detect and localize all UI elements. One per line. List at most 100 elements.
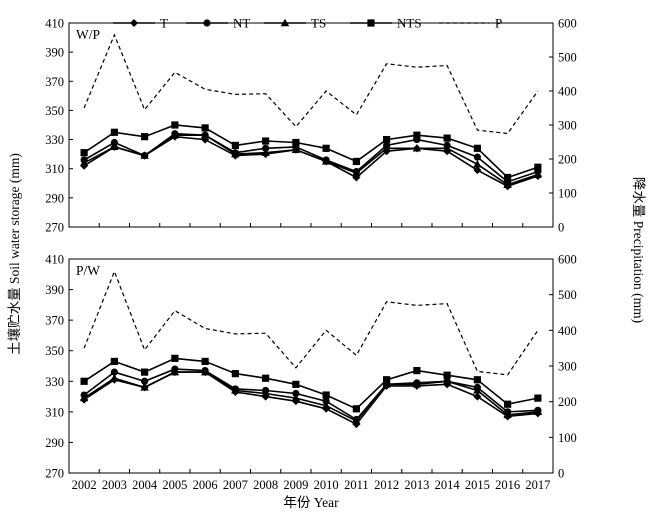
- legend-item-t: T: [113, 16, 168, 31]
- data-point-nts: [171, 354, 179, 362]
- data-point-ts: [382, 144, 391, 152]
- y-tick-label: 290: [45, 436, 64, 450]
- data-point-nts: [534, 163, 542, 171]
- y2-tick-label: 500: [558, 51, 577, 65]
- y-tick-label: 270: [45, 221, 64, 235]
- data-point-nt: [110, 138, 118, 147]
- data-point-nts: [80, 149, 88, 157]
- data-point-nts: [504, 400, 512, 408]
- y2-tick-label: 400: [558, 324, 577, 338]
- data-point-ts: [503, 410, 512, 419]
- data-point-ts: [261, 389, 270, 397]
- data-point-ts: [352, 416, 361, 425]
- y-tick-label: 350: [45, 344, 64, 358]
- y2-tick-label: 200: [558, 395, 577, 409]
- data-point-nts: [262, 374, 270, 382]
- legend-item-p: P: [439, 16, 502, 31]
- data-point-nt: [473, 153, 481, 161]
- chart-legend: T NT TS NTS P: [113, 16, 502, 31]
- data-point-nts: [383, 376, 391, 384]
- data-point-nts: [231, 141, 239, 149]
- x-tick-label: 2013: [404, 478, 429, 492]
- y-tick-label: 370: [45, 314, 64, 328]
- series-nts: [80, 354, 542, 413]
- series-line-nt: [83, 132, 539, 183]
- data-point-ts: [321, 401, 331, 409]
- y-tick-label: 310: [45, 162, 64, 176]
- data-point-ts: [533, 407, 543, 416]
- data-point-ts: [200, 367, 210, 376]
- y-tick-label: 390: [45, 46, 64, 60]
- data-point-ts: [412, 380, 422, 388]
- data-point-ts: [412, 144, 422, 152]
- data-point-nts: [413, 366, 421, 375]
- data-point-ts: [291, 393, 301, 402]
- data-point-nt: [322, 397, 330, 405]
- series-line-nts: [83, 357, 539, 410]
- data-point-ts: [200, 131, 210, 139]
- data-point-nts: [262, 137, 270, 145]
- data-point-ts: [110, 374, 119, 382]
- x-tick-label: 2009: [283, 478, 308, 492]
- data-point-nts: [322, 144, 330, 152]
- legend-swatch-marker: [203, 19, 211, 27]
- data-point-nts: [473, 376, 481, 384]
- data-point-ts: [231, 149, 240, 158]
- series-p: [83, 269, 539, 376]
- series-line-ts: [83, 371, 538, 423]
- data-point-ts: [352, 168, 361, 177]
- x-tick-label: 2014: [435, 478, 461, 492]
- legend-swatch-marker: [367, 19, 375, 27]
- data-point-nt: [262, 144, 270, 152]
- series-line-p: [83, 33, 539, 135]
- legend-label: TS: [311, 16, 326, 31]
- y2-tick-label: 300: [558, 119, 577, 133]
- chart-panel-w-p: 270 290 310 330 350 370 390 410 0 100 200 300 400 500…: [45, 17, 577, 235]
- y2-axis-title: 降水量 Precipitation (mm): [631, 177, 646, 323]
- data-point-nts: [110, 128, 118, 136]
- series-nts: [80, 121, 542, 182]
- x-tick-label: 2003: [102, 478, 127, 492]
- data-point-t: [473, 392, 482, 401]
- legend-item-nt: NT: [186, 16, 250, 31]
- data-point-nts: [352, 405, 360, 413]
- y2-tick-label: 500: [558, 288, 577, 302]
- legend-label: T: [160, 16, 168, 31]
- legend-label: P: [495, 16, 502, 31]
- legend-swatch-marker: [130, 19, 138, 27]
- data-point-nt: [292, 389, 300, 398]
- data-point-nts: [504, 173, 512, 182]
- data-point-ts: [170, 131, 180, 139]
- y-tick-label: 310: [45, 405, 64, 419]
- data-point-ts: [140, 151, 149, 159]
- legend-swatch-marker: [280, 18, 290, 27]
- x-tick-label: 2015: [465, 478, 490, 492]
- data-point-nts: [171, 121, 179, 129]
- legend-label: NTS: [397, 16, 422, 31]
- data-point-ts: [473, 386, 482, 394]
- data-point-nts: [201, 124, 209, 132]
- data-point-nts: [110, 357, 118, 366]
- data-point-ts: [231, 386, 240, 394]
- series-line-t: [83, 135, 539, 188]
- x-tick-label: 2016: [495, 478, 520, 492]
- x-tick-label: 2004: [132, 478, 158, 492]
- data-point-nts: [141, 368, 149, 376]
- series-line-p: [83, 269, 539, 376]
- y-axis-title: 土壤贮水量 Soil water storage (mm): [6, 153, 22, 355]
- y2-tick-label: 600: [558, 17, 577, 31]
- data-point-ts: [321, 157, 331, 165]
- series-ts: [79, 131, 543, 188]
- data-point-nts: [383, 135, 391, 144]
- y-tick-label: 270: [45, 467, 64, 481]
- y2-tick-label: 0: [558, 467, 564, 481]
- y-tick-label: 410: [45, 253, 64, 267]
- data-point-ts: [382, 380, 391, 388]
- data-point-nts: [443, 371, 451, 379]
- data-point-nt: [141, 377, 149, 385]
- y2-tick-label: 400: [558, 85, 577, 99]
- data-point-ts: [79, 158, 89, 167]
- x-tick-label: 2011: [344, 478, 369, 492]
- x-tick-label: 2002: [72, 478, 97, 492]
